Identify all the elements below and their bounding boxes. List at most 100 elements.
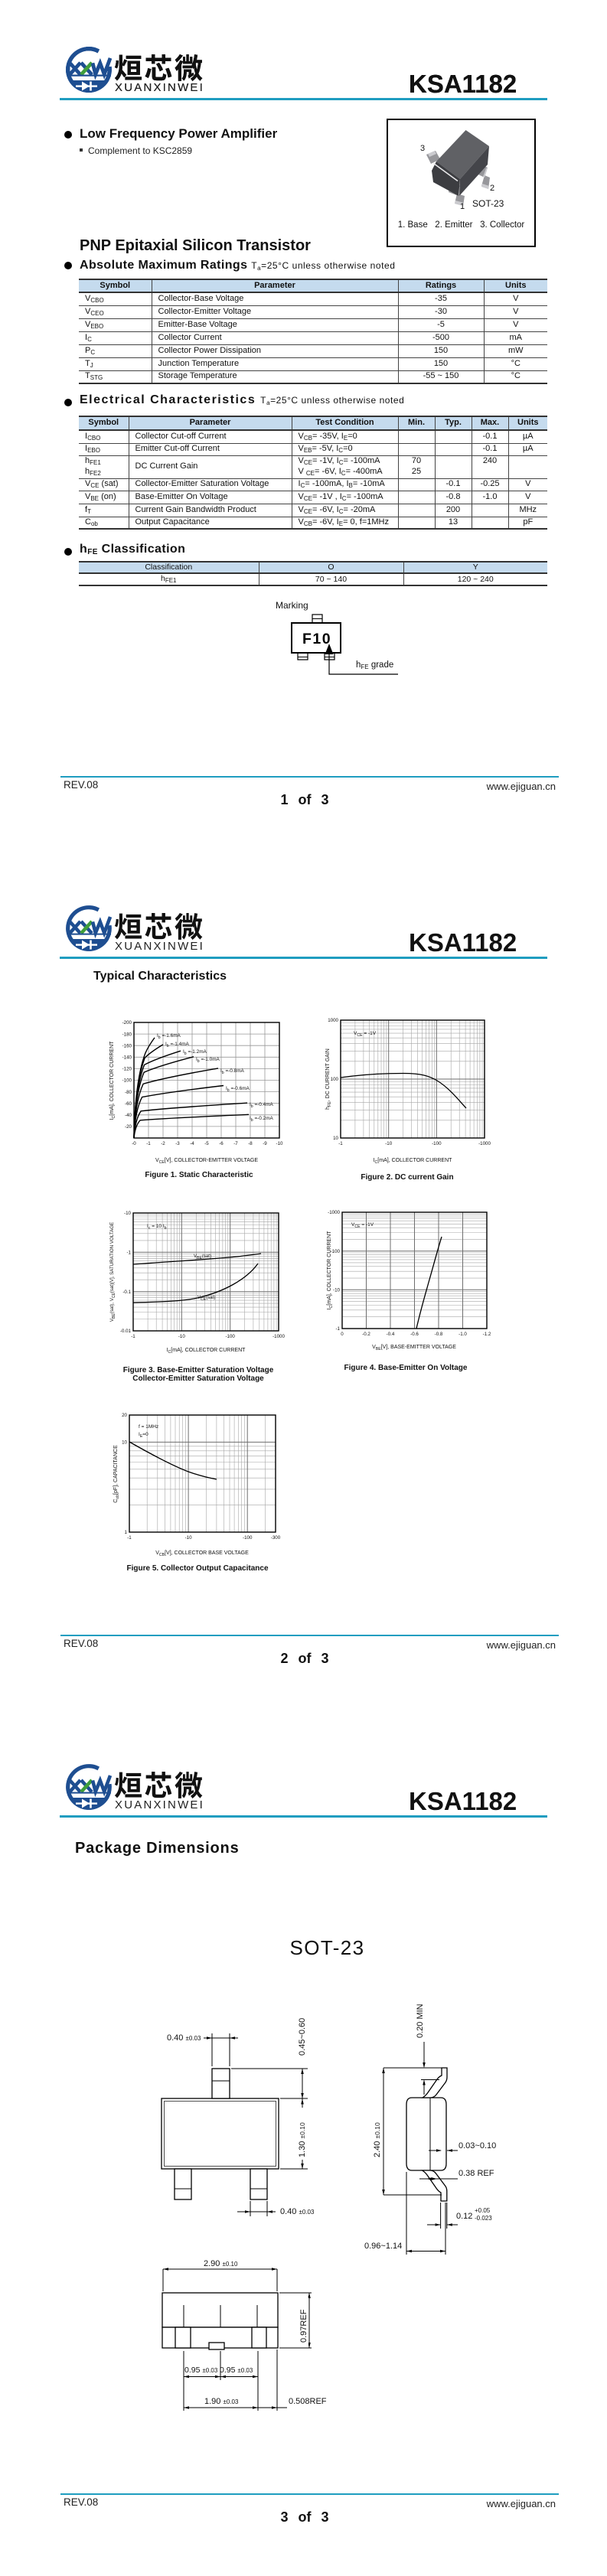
svg-text:1000: 1000 [328,1018,338,1023]
svg-text:-10: -10 [276,1141,284,1146]
svg-text:Ib =-1.4mA: Ib =-1.4mA [165,1042,190,1048]
svg-text:0.40 ±0.03: 0.40 ±0.03 [280,2207,315,2216]
svg-text:0.95 ±0.03: 0.95 ±0.03 [184,2366,218,2375]
svg-text:-0.8: -0.8 [435,1332,443,1337]
svg-text:10: 10 [333,1136,338,1141]
svg-text:VCE = -1V: VCE = -1V [351,1222,374,1229]
svg-text:-60: -60 [125,1101,132,1107]
svg-text:-40: -40 [125,1113,132,1118]
svg-text:-1: -1 [131,1334,135,1339]
svg-text:0.03~0.10: 0.03~0.10 [459,2141,496,2150]
svg-text:-0: -0 [132,1141,136,1146]
svg-text:-10: -10 [185,1535,193,1541]
svg-text:0.97REF: 0.97REF [299,2309,308,2343]
svg-text:-6: -6 [219,1141,224,1146]
svg-text:-100: -100 [432,1141,442,1146]
svg-text:Ib =-0.4mA: Ib =-0.4mA [250,1102,274,1109]
svg-text:-200: -200 [122,1020,132,1026]
svg-text:100: 100 [331,1077,339,1082]
svg-text:Ib =-0.6mA: Ib =-0.6mA [226,1086,250,1093]
svg-text:-0.4: -0.4 [387,1332,395,1337]
svg-text:-4: -4 [190,1141,194,1146]
svg-text:-160: -160 [122,1043,132,1048]
svg-text:VBE[V], BASE-EMITTER VOLTAGE: VBE[V], BASE-EMITTER VOLTAGE [372,1345,456,1352]
svg-text:IC[mA], COLLECTOR CURRENT: IC[mA], COLLECTOR CURRENT [109,1041,116,1120]
svg-text:Ib =-0.2mA: Ib =-0.2mA [250,1116,274,1123]
svg-text:-1: -1 [127,1535,132,1541]
svg-text:-1.2: -1.2 [483,1332,491,1337]
svg-text:2.90 ±0.10: 2.90 ±0.10 [204,2259,238,2268]
svg-text:-20: -20 [125,1124,132,1130]
svg-text:VCE = -1V: VCE = -1V [354,1031,377,1038]
svg-text:0.12: 0.12 [456,2212,472,2221]
svg-text:-1: -1 [126,1251,131,1256]
svg-text:-0.01: -0.01 [120,1329,132,1334]
svg-text:1: 1 [460,202,465,211]
svg-text:1.90 ±0.03: 1.90 ±0.03 [204,2397,239,2406]
svg-text:-5: -5 [204,1141,209,1146]
svg-text:-140: -140 [122,1055,132,1061]
svg-text:Ib =-1.0mA: Ib =-1.0mA [196,1057,220,1064]
svg-text:0.96~1.14: 0.96~1.14 [364,2242,402,2251]
svg-text:Ic = 10 Ib: Ic = 10 Ib [147,1224,167,1231]
svg-text:IC[mA], COLLECTOR CURRENT: IC[mA], COLLECTOR CURRENT [327,1231,334,1310]
svg-text:0.508REF: 0.508REF [289,2397,327,2406]
svg-text:Ib =-1.2mA: Ib =-1.2mA [183,1049,207,1056]
svg-text:-0.1: -0.1 [122,1290,131,1295]
svg-text:-120: -120 [122,1067,132,1072]
svg-text:-1000: -1000 [478,1141,491,1146]
svg-text:-10: -10 [333,1288,341,1293]
svg-text:hFE, DC CURRENT GAIN: hFE, DC CURRENT GAIN [325,1048,332,1110]
svg-text:-2: -2 [161,1141,165,1146]
svg-text:-7: -7 [233,1141,238,1146]
svg-text:-0.6: -0.6 [410,1332,419,1337]
svg-text:-0.023: -0.023 [475,2215,492,2222]
svg-text:-100: -100 [122,1078,132,1084]
svg-text:IC[mA], COLLECTOR CURRENT: IC[mA], COLLECTOR CURRENT [374,1158,453,1165]
svg-text:-0.2: -0.2 [362,1332,370,1337]
svg-text:2: 2 [490,184,494,193]
svg-text:IE=0: IE=0 [139,1432,148,1439]
svg-text:VBE(sat), VCE(sat)[V], SATURAT: VBE(sat), VCE(sat)[V], SATURATION VOLTAG… [109,1222,116,1322]
svg-text:Ib =-0.8mA: Ib =-0.8mA [220,1068,245,1075]
svg-text:-100: -100 [225,1334,235,1339]
svg-text:-3: -3 [175,1141,180,1146]
svg-text:-1: -1 [338,1141,343,1146]
svg-text:IC[mA], COLLECTOR CURRENT: IC[mA], COLLECTOR CURRENT [167,1348,246,1355]
svg-text:0.40 ±0.03: 0.40 ±0.03 [167,2033,201,2043]
svg-text:-1000: -1000 [328,1210,340,1215]
svg-text:-8: -8 [248,1141,253,1146]
svg-text:-1: -1 [146,1141,151,1146]
svg-text:-100: -100 [331,1249,341,1254]
svg-text:-1: -1 [335,1326,340,1332]
svg-text:VCB[V], COLLECTOR BASE VOLTAGE: VCB[V], COLLECTOR BASE VOLTAGE [155,1550,249,1557]
svg-text:-10: -10 [385,1141,393,1146]
svg-text:2.40 ±0.10: 2.40 ±0.10 [373,2122,382,2157]
svg-text:0.38 REF: 0.38 REF [459,2169,494,2178]
svg-text:10: 10 [122,1440,127,1446]
svg-text:Ib =-1.6mA: Ib =-1.6mA [157,1033,181,1040]
svg-text:VBE(sat): VBE(sat) [194,1254,211,1260]
svg-text:1: 1 [125,1530,128,1535]
svg-text:0.95 ±0.03: 0.95 ±0.03 [220,2366,253,2375]
svg-text:0.20 MIN: 0.20 MIN [416,2004,425,2038]
svg-text:-10: -10 [178,1334,186,1339]
svg-text:-9: -9 [263,1141,267,1146]
svg-text:-300: -300 [271,1535,281,1541]
svg-text:SOT-23: SOT-23 [472,198,504,209]
svg-text:-10: -10 [124,1211,132,1216]
svg-text:f = 1MHz: f = 1MHz [139,1424,158,1430]
svg-text:3: 3 [420,144,425,153]
svg-text:-1.0: -1.0 [459,1332,467,1337]
svg-text:F10: F10 [302,631,331,647]
svg-text:0.45~0.60: 0.45~0.60 [298,2018,307,2056]
svg-text:VCE(sat): VCE(sat) [197,1296,215,1302]
svg-text:-1000: -1000 [272,1334,285,1339]
svg-text:20: 20 [122,1413,127,1418]
svg-text:Cob[pF], CAPACITANCE: Cob[pF], CAPACITANCE [113,1445,120,1503]
svg-text:-100: -100 [243,1535,253,1541]
svg-text:-180: -180 [122,1032,132,1037]
svg-text:0: 0 [341,1332,344,1337]
svg-text:-80: -80 [125,1090,132,1095]
svg-text:1.30 ±0.10: 1.30 ±0.10 [298,2122,307,2157]
